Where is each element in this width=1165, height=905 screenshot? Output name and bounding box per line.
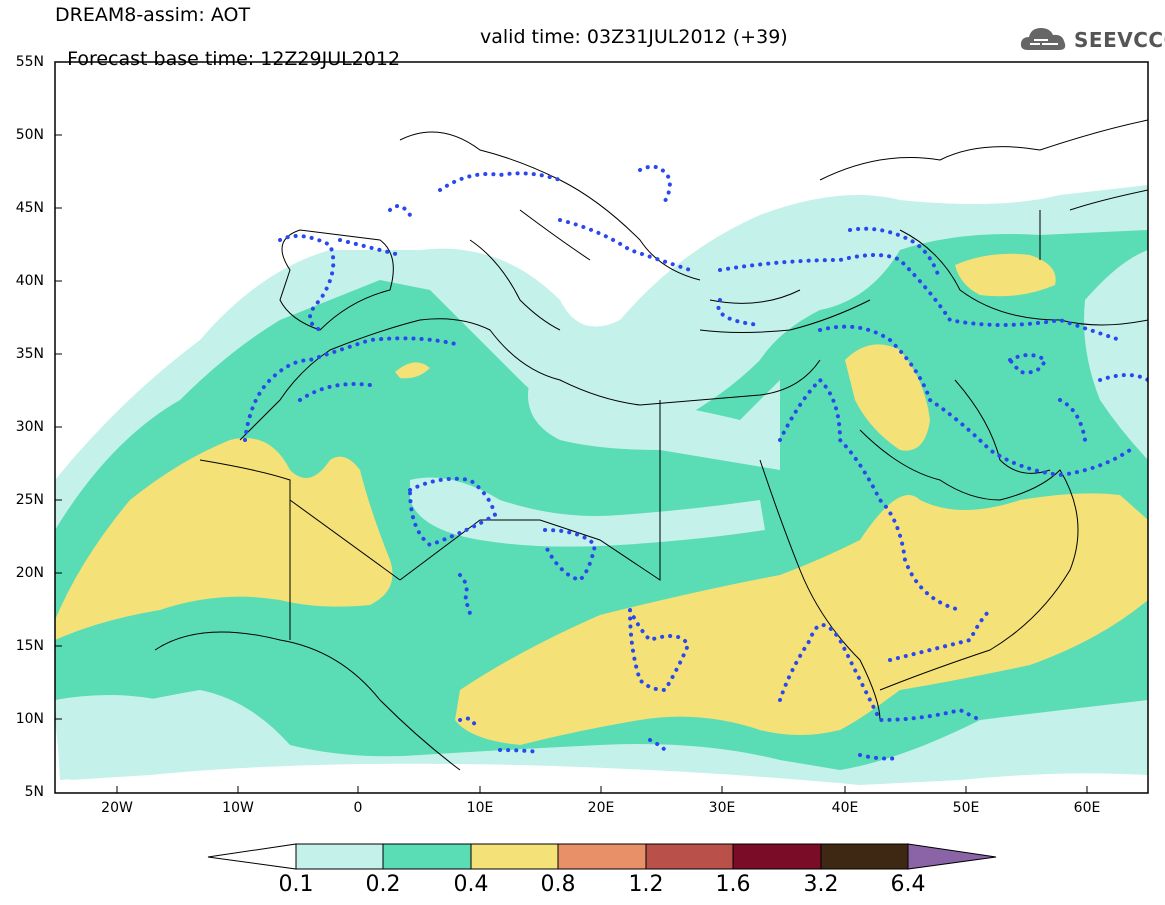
colorbar-label: 0.8 bbox=[540, 872, 576, 897]
colorbar-label: 0.2 bbox=[365, 872, 401, 897]
aot-band-0.4 bbox=[845, 344, 930, 451]
lon-label: 0 bbox=[353, 800, 363, 816]
colorbar-swatch-0 bbox=[295, 843, 384, 870]
colorbar-right-arrow bbox=[907, 843, 997, 870]
aot-band-0.4 bbox=[455, 493, 1148, 745]
lat-label: 45N bbox=[15, 200, 44, 216]
colorbar-swatch-6 bbox=[820, 843, 909, 870]
map-title: DREAM8-assim: AOT bbox=[55, 4, 251, 26]
lat-label: 55N bbox=[15, 54, 44, 70]
colorbar-label: 0.1 bbox=[278, 872, 314, 897]
lat-label: 40N bbox=[15, 273, 44, 289]
colorbar-swatch-2 bbox=[470, 843, 559, 870]
colorbar-label: 1.2 bbox=[628, 872, 664, 897]
aot-band-0.1-patch bbox=[1084, 250, 1148, 460]
cloud-icon bbox=[1020, 28, 1066, 50]
contour-lines bbox=[243, 164, 1148, 761]
lat-label: 15N bbox=[15, 638, 44, 654]
lon-label: 40E bbox=[831, 800, 859, 816]
lat-label: 35N bbox=[15, 346, 44, 362]
lat-label: 20N bbox=[15, 565, 44, 581]
aot-band-0.1-patch bbox=[528, 380, 780, 470]
colorbar-left-arrow bbox=[207, 843, 297, 870]
colorbar-label: 3.2 bbox=[803, 872, 839, 897]
colorbar-label: 0.4 bbox=[453, 872, 489, 897]
seevccc-logo: SEEVCCC bbox=[1018, 22, 1165, 56]
logo-text: SEEVCCC bbox=[1074, 28, 1165, 52]
aot-band-0.1-patch bbox=[55, 695, 260, 780]
lon-label: 30E bbox=[708, 800, 736, 816]
lon-label: 10W bbox=[222, 800, 254, 816]
lat-label: 5N bbox=[24, 784, 44, 800]
colorbar-swatch-1 bbox=[382, 843, 472, 870]
forecast-times: Forecast base time: 12Z29JUL2012 valid t… bbox=[55, 26, 788, 92]
lon-label: 20W bbox=[101, 800, 133, 816]
lat-label: 10N bbox=[15, 711, 44, 727]
aot-band-0.1-patch bbox=[410, 477, 765, 547]
aot-band-0.4 bbox=[55, 438, 393, 640]
lat-label: 50N bbox=[15, 127, 44, 143]
colorbar-label: 6.4 bbox=[890, 872, 926, 897]
colorbar-swatch-4 bbox=[645, 843, 734, 870]
lat-label: 30N bbox=[15, 419, 44, 435]
colorbar-label: 1.6 bbox=[715, 872, 751, 897]
lat-label: 25N bbox=[15, 492, 44, 508]
lon-label: 10E bbox=[466, 800, 494, 816]
lon-label: 60E bbox=[1073, 800, 1101, 816]
axis-ticks bbox=[55, 61, 1088, 793]
aot-band-0.4 bbox=[395, 362, 430, 379]
valid-time: valid time: 03Z31JUL2012 (+39) bbox=[480, 26, 788, 48]
lon-label: 20E bbox=[587, 800, 615, 816]
colorbar-swatch-3 bbox=[557, 843, 647, 870]
base-time: Forecast base time: 12Z29JUL2012 bbox=[67, 48, 401, 70]
lon-label: 50E bbox=[952, 800, 980, 816]
colorbar-swatch-5 bbox=[732, 843, 822, 870]
aot-band-0.4 bbox=[955, 253, 1056, 297]
